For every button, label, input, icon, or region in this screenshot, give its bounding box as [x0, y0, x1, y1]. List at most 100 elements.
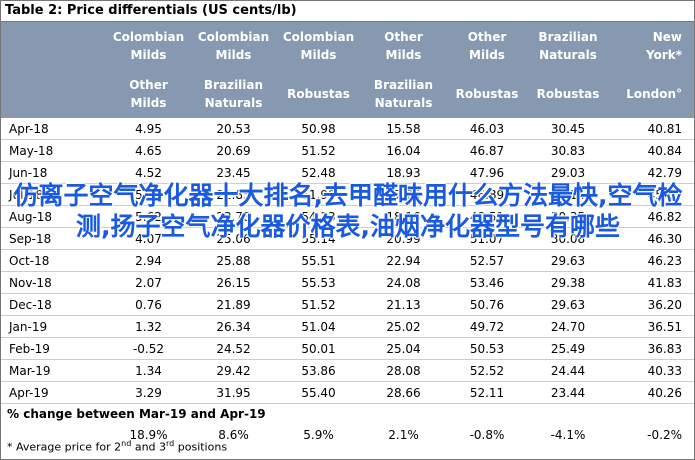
cell: 25.04	[361, 337, 446, 360]
data-row: Jul-18 5.10 22.85 51.99 17.75 46.89 29.14 45.55	[1, 183, 694, 206]
cell: 46.30	[608, 227, 694, 250]
cell: 24.70	[528, 315, 608, 338]
header-text: Other	[129, 78, 168, 92]
cell: 5.10	[106, 183, 191, 206]
row-label: Sep-18	[1, 227, 106, 250]
row-label: Jan-19	[1, 315, 106, 338]
footnote-part: nd	[121, 439, 132, 448]
cell: 22.85	[191, 183, 276, 206]
header-cell: Colombian Milds	[106, 22, 191, 70]
header-cell: Robustas	[528, 70, 608, 118]
change-label-row: % change between Mar-19 and Apr-19	[1, 403, 694, 424]
cell: 26.34	[191, 315, 276, 338]
cell: 23.45	[191, 161, 276, 184]
header-text: Naturals	[204, 96, 263, 110]
row-label: May-18	[1, 139, 106, 162]
header-text: Robustas	[455, 87, 519, 101]
header-text: York*	[645, 48, 682, 62]
cell: 40.33	[608, 359, 694, 382]
footnote: * Average price for 2nd and 3rd position…	[7, 439, 227, 454]
row-label: Apr-19	[1, 381, 106, 404]
header-cell: Brazilian Naturals	[361, 70, 446, 118]
cell: 52.52	[446, 359, 528, 382]
header-row: Other Milds Brazilian Naturals Robustas Brazi…	[1, 70, 694, 118]
cell: 29.63	[528, 293, 608, 316]
data-row: Oct-18 2.94 25.88 55.51 22.94 52.57 29.63 46.23	[1, 249, 694, 272]
header-text: Naturals	[374, 96, 433, 110]
row-label: Mar-19	[1, 359, 106, 382]
header-text: London°	[626, 87, 682, 101]
header-text: Milds	[130, 96, 167, 110]
cell: 3.29	[106, 381, 191, 404]
cell: 53.86	[276, 359, 361, 382]
row-label: Dec-18	[1, 293, 106, 316]
data-row: Dec-18 0.76 21.89 51.52 21.13 50.76 29.63 36.20	[1, 293, 694, 316]
header-cell: Other Milds	[361, 22, 446, 70]
cell: 28.08	[361, 359, 446, 382]
header-text: Milds	[300, 48, 337, 62]
cell: 30.83	[528, 139, 608, 162]
header-text: New	[652, 30, 682, 44]
cell: 46.23	[608, 249, 694, 272]
cell: -0.52	[106, 337, 191, 360]
header-cell: Brazilian Naturals	[191, 70, 276, 118]
data-row: Aug-18 5.62 23.78 54.13 18.16 48.51 30.35 46.82	[1, 205, 694, 228]
cell: 42.79	[608, 161, 694, 184]
cell: 30.08	[528, 227, 608, 250]
cell: 25.49	[528, 337, 608, 360]
header-text: Brazilian	[373, 78, 434, 92]
cell: 8.6%	[218, 427, 249, 442]
cell: 54.13	[276, 205, 361, 228]
cell: 4.95	[106, 118, 191, 140]
cell: 46.89	[446, 183, 528, 206]
cell: 50.01	[276, 337, 361, 360]
data-row: Nov-18 2.07 26.15 55.53 24.08 53.46 29.38 41.83	[1, 271, 694, 294]
cell: 47.96	[446, 161, 528, 184]
cell: 23.78	[191, 205, 276, 228]
cell: 52.57	[446, 249, 528, 272]
header-text: Milds	[385, 48, 422, 62]
header-cell: New York*	[608, 22, 694, 70]
cell: 24.44	[528, 359, 608, 382]
cell: 53.46	[446, 271, 528, 294]
cell: 50.76	[446, 293, 528, 316]
header-text: Milds	[469, 48, 505, 62]
data-row: Apr-18 4.95 20.53 50.98 15.58 46.03 30.45 40.81	[1, 118, 694, 140]
cell: 25.06	[191, 227, 276, 250]
cell: 5.9%	[303, 427, 334, 442]
footnote-part: and 3	[131, 440, 167, 454]
data-row: Mar-19 1.34 29.42 53.86 28.08 52.52 24.44 40.33	[1, 359, 694, 382]
header-cell: Other Milds	[446, 22, 528, 70]
data-row: Jun-18 4.52 23.45 52.48 18.93 47.96 29.03 42.79	[1, 161, 694, 184]
footnote-part: * Average price for 2	[7, 440, 122, 454]
cell: 0.76	[106, 293, 191, 316]
header-cell: London°	[608, 70, 694, 118]
overlay-text: 仿离子空气净化器十大排名,去甲醛味用什么方法最快,空气检测,扬子空气净化器价格表…	[13, 181, 683, 241]
header-text: Milds	[215, 48, 252, 62]
cell: -0.8%	[469, 427, 505, 442]
cell: 55.14	[276, 227, 361, 250]
cell: 40.26	[608, 381, 694, 404]
change-row: 18.9% 8.6% 5.9% 2.1% -0.8% -4.1% -0.2%	[1, 424, 694, 445]
cell: 41.83	[608, 271, 694, 294]
cell: 28.66	[361, 381, 446, 404]
cell: 4.52	[106, 161, 191, 184]
cell: 40.81	[608, 118, 694, 140]
data-row: Apr-19 3.29 31.95 55.40 28.66 52.11 23.44 40.26	[1, 381, 694, 404]
cell: 55.53	[276, 271, 361, 294]
cell: 30.35	[528, 205, 608, 228]
cell: 21.89	[191, 293, 276, 316]
cell: 20.69	[191, 139, 276, 162]
cell: 16.04	[361, 139, 446, 162]
cell: 21.13	[361, 293, 446, 316]
cell: 18.93	[361, 161, 446, 184]
data-row: Jan-19 1.32 26.34 51.04 25.02 49.72 24.70 36.51	[1, 315, 694, 338]
cell: 30.45	[528, 118, 608, 140]
data-row: Sep-18 4.07 25.06 55.14 20.99 51.07 30.08 46.30	[1, 227, 694, 250]
cell: 46.03	[446, 118, 528, 140]
cell: 23.44	[528, 381, 608, 404]
cell: 52.48	[276, 161, 361, 184]
cell: 24.52	[191, 337, 276, 360]
cell: 2.94	[106, 249, 191, 272]
cell: 15.58	[361, 118, 446, 140]
